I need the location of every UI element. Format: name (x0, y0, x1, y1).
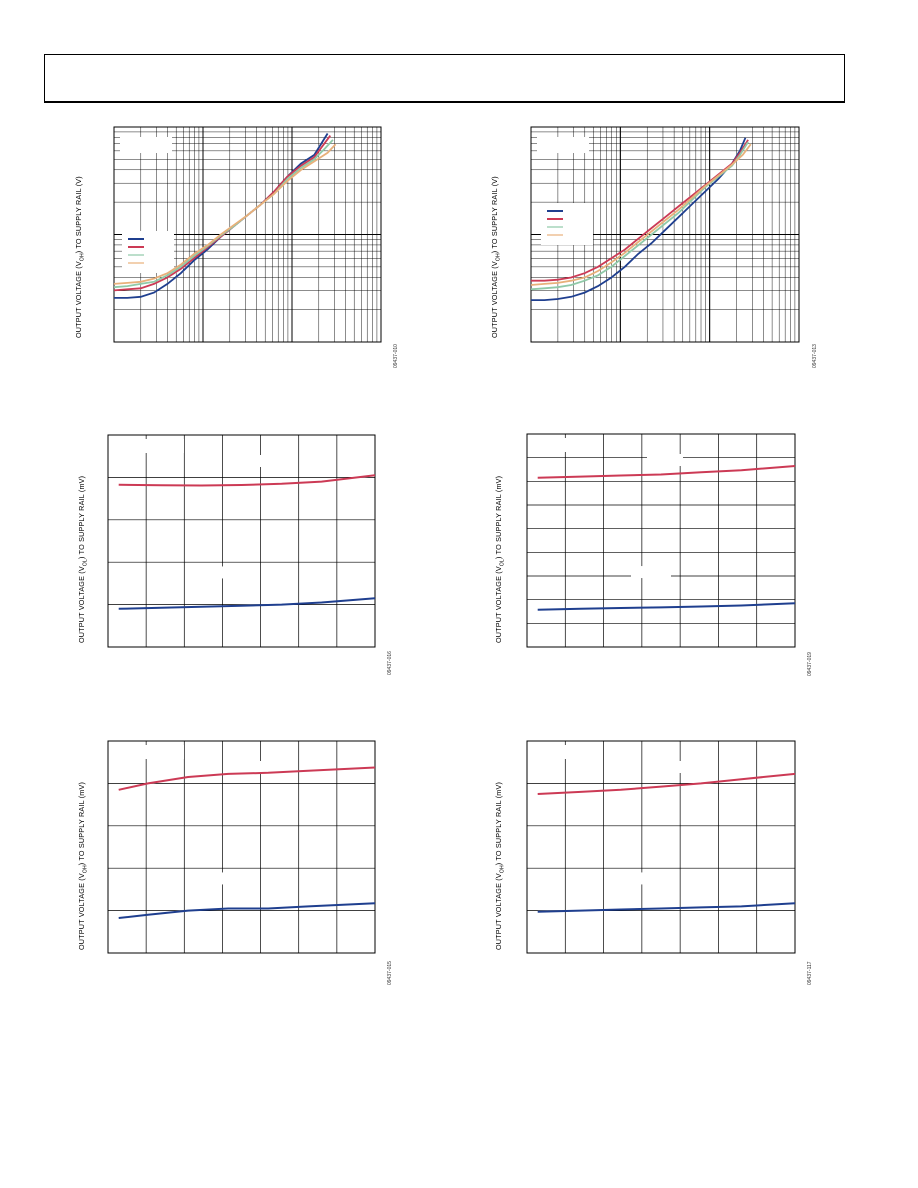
plot-frame (530, 126, 800, 343)
label-box (228, 761, 264, 773)
label-box (144, 439, 184, 453)
series-line-1 (537, 772, 796, 795)
legend-box (122, 231, 174, 273)
label-box (647, 761, 683, 773)
label-box (537, 137, 589, 153)
label-box (563, 438, 603, 452)
label-box (631, 566, 671, 579)
label-box (212, 872, 252, 885)
figure-id: 09437-015 (387, 961, 393, 985)
figure-id: 09437-117 (807, 961, 813, 985)
plot-frame (107, 434, 376, 648)
chart-plot-area (530, 126, 800, 343)
y-axis-label: OUTPUT VOLTAGE (VOL) TO SUPPLY RAIL (mV) (494, 475, 506, 643)
y-axis-label: OUTPUT VOLTAGE (VOH) TO SUPPLY RAIL (mV) (494, 781, 506, 950)
page-header-box (44, 54, 845, 103)
plot-frame (107, 740, 376, 954)
grid (108, 435, 375, 647)
legend-box (541, 203, 593, 245)
chart-plot-area (107, 740, 376, 954)
y-axis-label: OUTPUT VOLTAGE (VOH) TO SUPPLY RAIL (V) (74, 176, 86, 338)
label-box (631, 872, 671, 885)
label-box (563, 745, 603, 759)
chart-plot-area (526, 740, 796, 954)
plot-frame (113, 126, 382, 343)
chart-plot-area (526, 433, 796, 648)
series-line-2 (537, 602, 796, 611)
chart-plot-area (113, 126, 382, 343)
y-axis-label: OUTPUT VOLTAGE (VOL) TO SUPPLY RAIL (mV) (77, 475, 89, 643)
series-line-4 (113, 143, 337, 285)
figure-id: 09437-013 (812, 344, 818, 368)
figure-id: 09437-010 (393, 344, 399, 368)
label-box (120, 137, 172, 153)
y-axis-label: OUTPUT VOLTAGE (VOH) TO SUPPLY RAIL (V) (490, 176, 502, 338)
y-axis-label: OUTPUT VOLTAGE (VOH) TO SUPPLY RAIL (mV) (77, 781, 89, 950)
figure-id: 09437-019 (807, 652, 813, 676)
series-line-1 (118, 766, 376, 791)
plot-frame (526, 740, 796, 954)
label-box (647, 454, 683, 466)
label-box (212, 566, 252, 579)
series-line-1 (114, 133, 329, 299)
series-line-1 (118, 474, 376, 487)
plot-frame (526, 433, 796, 648)
series-line-4 (530, 143, 752, 286)
series-line-1 (537, 465, 796, 479)
series-line-2 (118, 902, 376, 919)
series-line-2 (118, 597, 376, 610)
series-line-2 (537, 902, 796, 913)
label-box (228, 455, 264, 467)
series-line-1 (531, 137, 747, 301)
figure-id: 09437-016 (387, 651, 393, 675)
label-box (144, 745, 184, 759)
chart-plot-area (107, 434, 376, 648)
